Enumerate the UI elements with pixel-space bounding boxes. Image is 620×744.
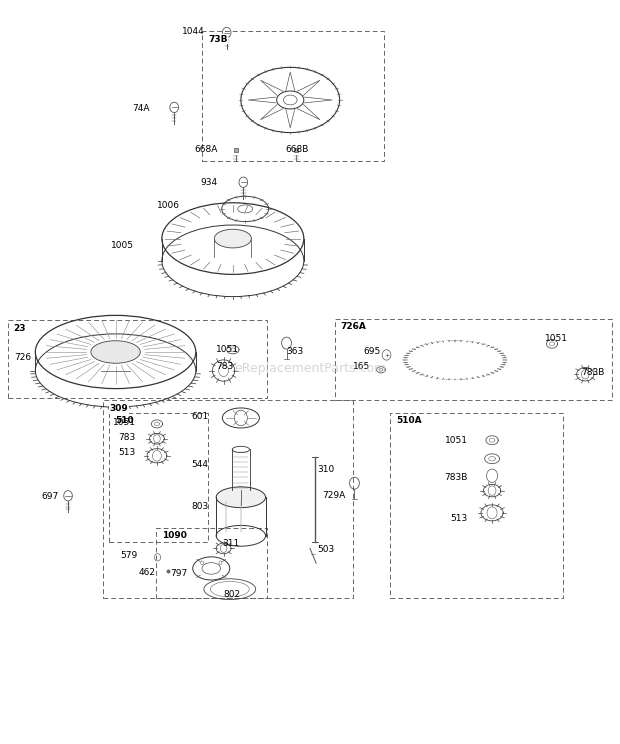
Text: 23: 23 [14,324,26,333]
Text: 544: 544 [191,460,208,469]
Bar [156,527,267,598]
Text: 1051: 1051 [445,436,468,445]
Text: 934: 934 [200,178,218,187]
Text: 783B: 783B [582,368,605,376]
Text: 697: 697 [41,492,58,501]
Ellipse shape [215,229,251,248]
Text: 802: 802 [224,590,241,599]
Text: 510: 510 [115,417,134,426]
Text: 1006: 1006 [157,202,180,211]
Text: 601: 601 [191,412,208,421]
Text: 1051: 1051 [113,418,136,427]
Text: 797: 797 [170,569,188,578]
Text: 579: 579 [120,551,137,560]
Text: 1051: 1051 [544,334,567,343]
Text: 695: 695 [363,347,380,356]
Text: 729A: 729A [322,491,345,500]
Text: 513: 513 [118,448,136,457]
Polygon shape [405,341,505,379]
Text: 363: 363 [286,347,304,356]
Text: 309: 309 [109,404,128,413]
Text: 1090: 1090 [162,531,187,540]
Text: 783: 783 [118,433,136,442]
Text: 783B: 783B [445,472,468,482]
Bar [109,413,208,542]
Text: 1005: 1005 [111,242,134,251]
Text: 310: 310 [317,465,335,475]
Text: 1044: 1044 [182,27,205,36]
Text: 803: 803 [191,502,208,511]
Ellipse shape [216,487,265,507]
Text: 462: 462 [139,568,156,577]
Text: 783: 783 [216,362,234,371]
Bar [7,320,267,398]
Text: 513: 513 [451,514,468,523]
Text: 311: 311 [223,539,239,548]
Text: 74A: 74A [132,104,149,113]
Text: eReplacementParts.com: eReplacementParts.com [234,362,386,375]
Text: 503: 503 [317,545,335,554]
Bar [390,413,563,598]
Text: 165: 165 [353,362,371,371]
Text: 73B: 73B [208,35,228,44]
Text: 510A: 510A [396,417,422,426]
Text: 1051: 1051 [216,345,239,354]
Bar [335,318,613,400]
Ellipse shape [91,341,140,363]
Bar [104,400,353,598]
Bar [202,31,384,161]
Text: 668B: 668B [285,145,309,154]
Text: 726: 726 [14,353,31,362]
Text: 668A: 668A [194,145,218,154]
Text: 726A: 726A [341,322,367,331]
